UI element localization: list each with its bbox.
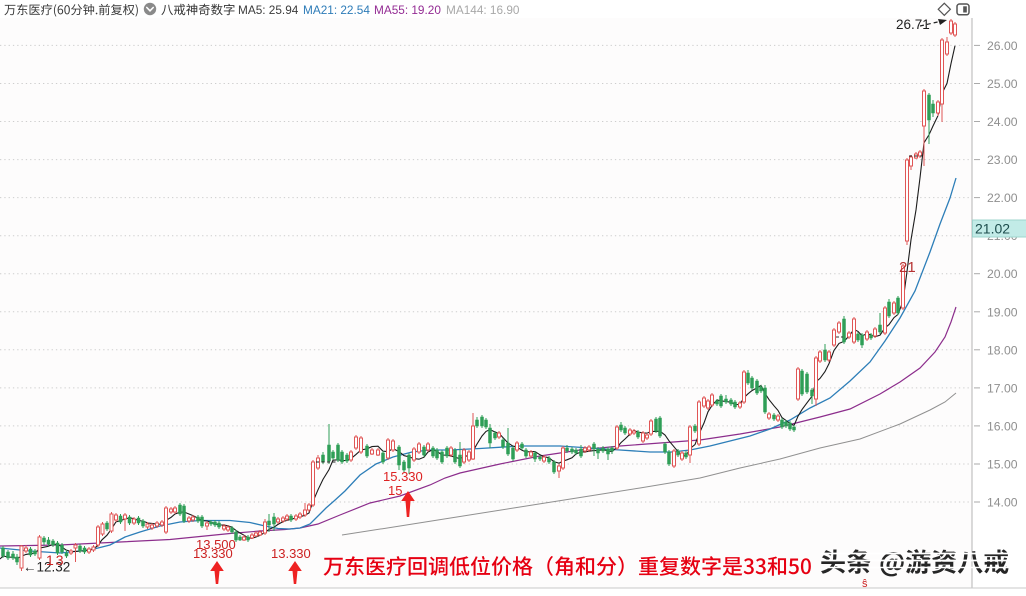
svg-text:23.00: 23.00 bbox=[987, 153, 1018, 167]
svg-text:ŝ: ŝ bbox=[862, 578, 868, 590]
svg-text:21: 21 bbox=[899, 259, 916, 276]
svg-text:MA55: 19.20: MA55: 19.20 bbox=[374, 3, 441, 17]
svg-text:20.00: 20.00 bbox=[987, 267, 1018, 281]
svg-text:13.330: 13.330 bbox=[193, 546, 233, 561]
svg-text:14.00: 14.00 bbox=[987, 496, 1018, 510]
svg-text:MA21: 22.54: MA21: 22.54 bbox=[303, 3, 370, 17]
svg-text:22.00: 22.00 bbox=[987, 191, 1018, 205]
svg-text:21.02: 21.02 bbox=[975, 221, 1010, 237]
svg-text:17.00: 17.00 bbox=[987, 381, 1018, 395]
svg-text:25.00: 25.00 bbox=[987, 77, 1018, 91]
svg-text:18.00: 18.00 bbox=[987, 343, 1018, 357]
svg-text:MA5: 25.94: MA5: 25.94 bbox=[238, 3, 299, 17]
svg-text:13: 13 bbox=[46, 552, 66, 568]
svg-text:26.71: 26.71 bbox=[896, 17, 930, 32]
svg-text:15.00: 15.00 bbox=[987, 458, 1018, 472]
svg-text:19.00: 19.00 bbox=[987, 305, 1018, 319]
svg-text:15: 15 bbox=[388, 483, 402, 498]
svg-text:13.330: 13.330 bbox=[271, 546, 311, 561]
svg-text:MA144: 16.90: MA144: 16.90 bbox=[446, 3, 520, 17]
svg-text:26.00: 26.00 bbox=[987, 39, 1018, 53]
svg-text:24.00: 24.00 bbox=[987, 115, 1018, 129]
svg-text:15.330: 15.330 bbox=[383, 469, 423, 484]
svg-text:16.00: 16.00 bbox=[987, 419, 1018, 433]
